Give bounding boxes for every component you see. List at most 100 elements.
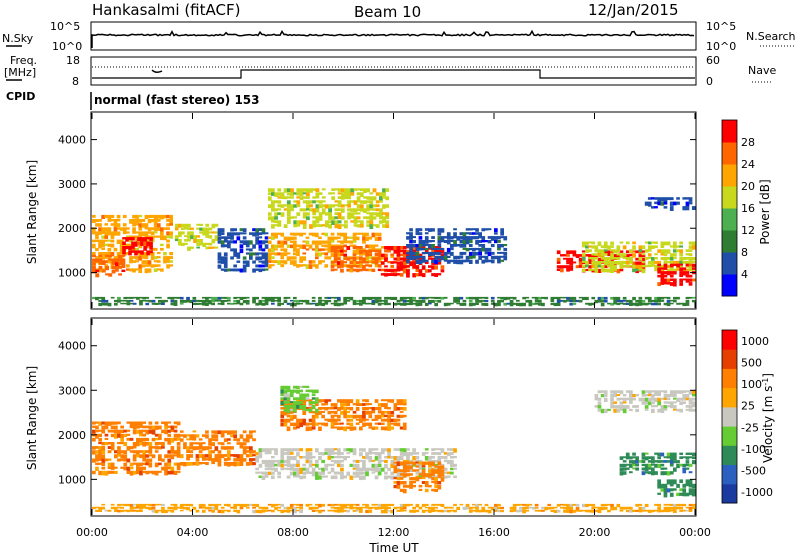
power-cell — [267, 240, 272, 244]
velocity-cell — [355, 459, 360, 463]
velocity-cell — [638, 460, 643, 463]
velocity-cell — [673, 460, 677, 464]
power-cell — [271, 302, 275, 305]
power-cell — [119, 243, 124, 248]
velocity-cell — [305, 399, 310, 402]
velocity-cell — [418, 473, 423, 476]
power-cell — [233, 232, 237, 236]
power-cell — [666, 257, 671, 260]
power-cell — [277, 220, 282, 226]
velocity-cell — [679, 503, 683, 507]
power-cell — [374, 299, 379, 304]
power-cell — [239, 244, 244, 248]
power-cell — [487, 228, 492, 231]
power-cell — [355, 256, 360, 260]
power-cell — [497, 259, 501, 264]
power-cell — [375, 204, 380, 208]
velocity-cell — [377, 506, 382, 510]
velocity-cell — [192, 462, 197, 466]
power-cell — [374, 296, 379, 300]
power-cell — [202, 227, 207, 232]
velocity-cell — [679, 401, 683, 406]
velocity-cell — [415, 503, 420, 508]
velocity-cell — [227, 438, 231, 441]
velocity-cell — [528, 503, 533, 506]
velocity-cell — [484, 509, 489, 513]
power-cell — [446, 259, 451, 264]
velocity-cell — [450, 448, 454, 451]
power-cell — [321, 212, 326, 215]
power-cell — [139, 299, 143, 304]
velocity-cell — [167, 433, 172, 437]
velocity-cell — [142, 442, 146, 447]
power-cell — [538, 296, 542, 300]
velocity-cell — [173, 429, 178, 433]
power-cell — [255, 236, 259, 241]
power-cell — [613, 268, 617, 271]
velocity-cell — [176, 442, 181, 446]
power-cell — [261, 302, 266, 306]
power-cell — [406, 251, 410, 255]
velocity-cell — [132, 425, 137, 430]
power-cell — [393, 246, 398, 250]
power-cell — [302, 192, 307, 195]
power-cell — [293, 296, 297, 300]
power-cell — [242, 260, 247, 264]
power-cell — [657, 296, 661, 301]
velocity-cell — [164, 454, 168, 459]
power-cell — [147, 231, 152, 234]
velocity-cell — [380, 509, 385, 514]
velocity-cell — [114, 425, 118, 430]
velocity-cell — [136, 470, 140, 475]
power-cell — [267, 296, 272, 301]
velocity-cell — [289, 467, 294, 471]
velocity-cell — [283, 452, 288, 455]
power-cell — [271, 260, 275, 263]
velocity-cell — [663, 408, 668, 411]
velocity-cell — [663, 492, 668, 498]
power-cell — [309, 188, 313, 193]
power-cell — [607, 302, 611, 305]
power-cell — [355, 236, 360, 241]
power-cell — [352, 260, 357, 265]
power-cell — [619, 268, 624, 272]
velocity-cell — [421, 477, 426, 480]
velocity-cell — [676, 408, 680, 412]
velocity-cell — [384, 456, 388, 459]
power-cell — [205, 242, 210, 246]
velocity-cell — [302, 399, 307, 404]
velocity-cell — [450, 452, 454, 456]
power-cell — [556, 296, 561, 301]
velocity-cell — [249, 434, 253, 439]
power-cell — [365, 302, 369, 305]
velocity-cell — [255, 456, 259, 461]
power-cell — [600, 249, 605, 254]
velocity-cell — [283, 385, 288, 390]
power-cell — [290, 208, 294, 212]
power-cell — [368, 264, 373, 268]
power-cell — [481, 247, 486, 252]
velocity-cell — [384, 503, 388, 507]
velocity-cell — [355, 467, 360, 472]
velocity-cell — [340, 459, 344, 463]
power-cell — [588, 241, 592, 244]
velocity-cell — [321, 410, 325, 413]
power-echo-region — [122, 237, 153, 256]
power-cell — [356, 208, 361, 211]
power-cell — [666, 268, 671, 273]
power-cell — [522, 296, 526, 300]
power-cell — [362, 264, 366, 269]
power-cell — [446, 251, 451, 255]
velocity-cell — [688, 506, 693, 511]
velocity-cell — [424, 506, 429, 509]
velocity-cell — [280, 410, 285, 416]
velocity-cell — [346, 452, 351, 455]
power-cell — [424, 240, 429, 244]
velocity-cell — [622, 460, 627, 463]
power-cell — [384, 246, 388, 250]
power-cell — [286, 200, 291, 205]
velocity-cell — [396, 448, 401, 451]
power-cell — [657, 282, 661, 287]
power-cell — [556, 302, 561, 306]
power-cell — [437, 244, 442, 247]
